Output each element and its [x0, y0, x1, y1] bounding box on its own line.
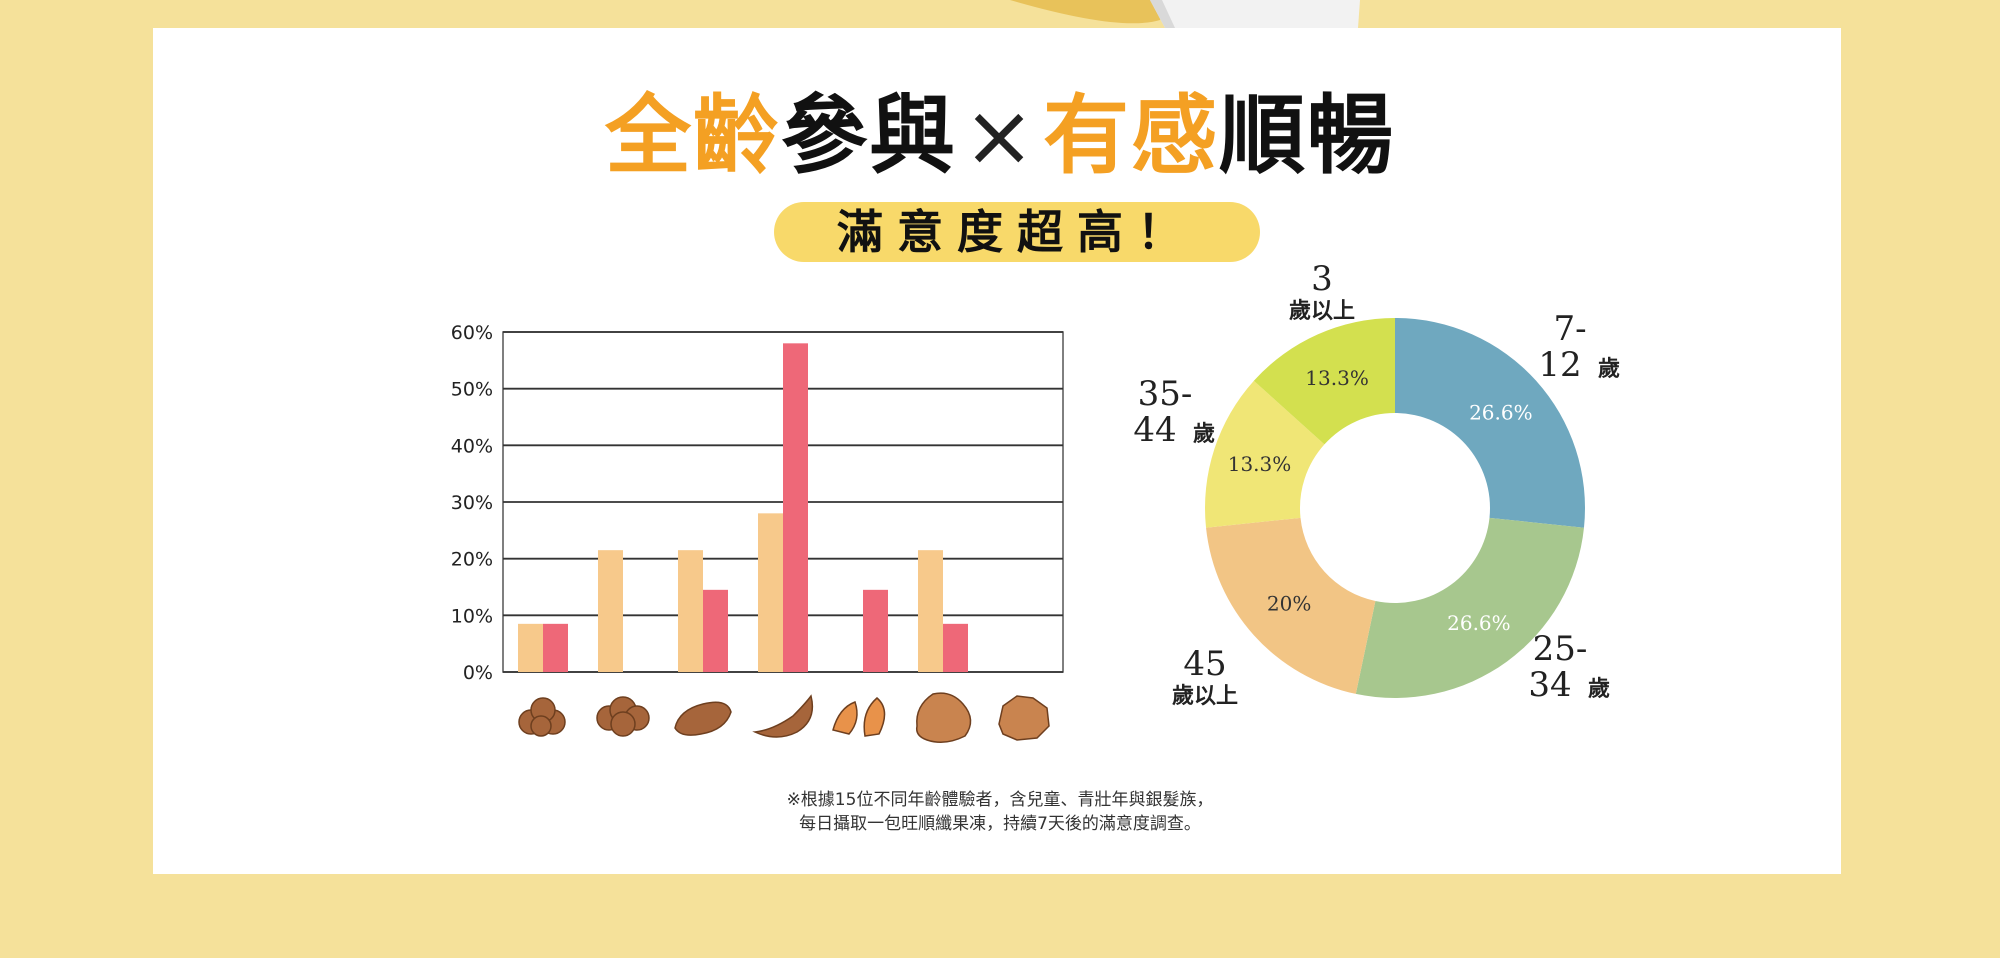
- bar-series-2: [703, 589, 728, 672]
- y-tick-label: 0%: [463, 662, 493, 684]
- slice-value-label: 13.3%: [1228, 452, 1292, 476]
- label-suffix: 歲: [1598, 357, 1620, 382]
- donut-slice: [1355, 517, 1584, 698]
- donut-slice: [1205, 380, 1325, 528]
- slice-value-label: 20%: [1267, 591, 1311, 615]
- slice-value-label: 13.3%: [1305, 366, 1369, 390]
- title-part-2: 參與: [780, 86, 957, 186]
- label-line-2: 34: [1528, 665, 1571, 705]
- stool-type-3-icon: [674, 701, 732, 736]
- bar-series-1: [918, 550, 943, 672]
- y-tick-label: 10%: [451, 605, 493, 627]
- y-tick-label: 60%: [451, 322, 493, 344]
- slice-category-label: 7-12 歲: [1538, 309, 1620, 385]
- footnote-line-1: ※根據15位不同年齡體驗者，含兒童、青壯年與銀髮族，: [786, 790, 1214, 810]
- bar-series-2: [543, 623, 568, 672]
- slice-value-label: 26.6%: [1469, 401, 1533, 425]
- footnote-line-2: 每日攝取一包旺順纖果凍，持續7天後的滿意度調查。: [799, 814, 1201, 834]
- subtitle-text: 滿意度超高！: [837, 205, 1197, 259]
- label-line-2: 44: [1133, 410, 1176, 450]
- label-line-2: 12: [1538, 345, 1581, 385]
- stool-type-7-icon: [998, 695, 1050, 741]
- bar-series-1: [518, 623, 543, 672]
- label-suffix: 歲以上: [1289, 299, 1355, 324]
- bar-series-1: [758, 513, 783, 672]
- footnote: ※根據15位不同年齡體驗者，含兒童、青壯年與銀髮族， 每日攝取一包旺順纖果凍，持…: [0, 788, 2000, 836]
- donut-slice: [1253, 318, 1395, 445]
- stool-type-1-icon: [518, 697, 566, 737]
- slice-category-label: 25-34 歲: [1528, 629, 1610, 705]
- donut-slice: [1395, 318, 1585, 528]
- title-times-sign: ×: [962, 86, 1038, 186]
- stool-type-5-icon: [832, 697, 886, 737]
- label-suffix: 歲: [1588, 677, 1610, 702]
- label-line-1: 45: [1183, 644, 1226, 684]
- page-title: 全齡參與×有感順暢: [0, 86, 2000, 186]
- bar-series-2: [783, 343, 808, 672]
- y-tick-label: 50%: [451, 379, 493, 401]
- donut-slice: [1206, 517, 1376, 694]
- title-part-4: 順暢: [1219, 86, 1396, 186]
- slice-value-label: 26.6%: [1447, 611, 1511, 635]
- stool-type-6-icon: [915, 692, 972, 743]
- y-tick-label: 30%: [451, 492, 493, 514]
- title-part-1: 全齡: [604, 86, 781, 186]
- title-part-3: 有感: [1043, 86, 1220, 186]
- subtitle-badge: 滿意度超高！: [774, 202, 1260, 262]
- bar-chart: 0% 10% 20% 30% 40% 50% 60%: [451, 322, 1064, 743]
- label-line-1: 25-: [1533, 629, 1588, 669]
- label-suffix: 歲: [1193, 422, 1215, 447]
- slice-category-label: 35-44 歲: [1133, 374, 1215, 450]
- label-suffix: 歲以上: [1172, 684, 1238, 709]
- bar-series-2: [943, 623, 968, 672]
- y-tick-label: 40%: [451, 435, 493, 457]
- y-tick-label: 20%: [451, 549, 493, 571]
- label-line-1: 3: [1311, 260, 1333, 299]
- label-line-1: 35-: [1138, 374, 1193, 414]
- bar-series-1: [598, 550, 623, 672]
- product-deco-top: [1010, 0, 1360, 28]
- label-line-1: 7-: [1553, 309, 1586, 349]
- bar-series-2: [863, 589, 888, 672]
- stool-type-2-icon: [596, 696, 650, 737]
- bar-series-1: [678, 550, 703, 672]
- stool-type-4-icon: [752, 694, 814, 738]
